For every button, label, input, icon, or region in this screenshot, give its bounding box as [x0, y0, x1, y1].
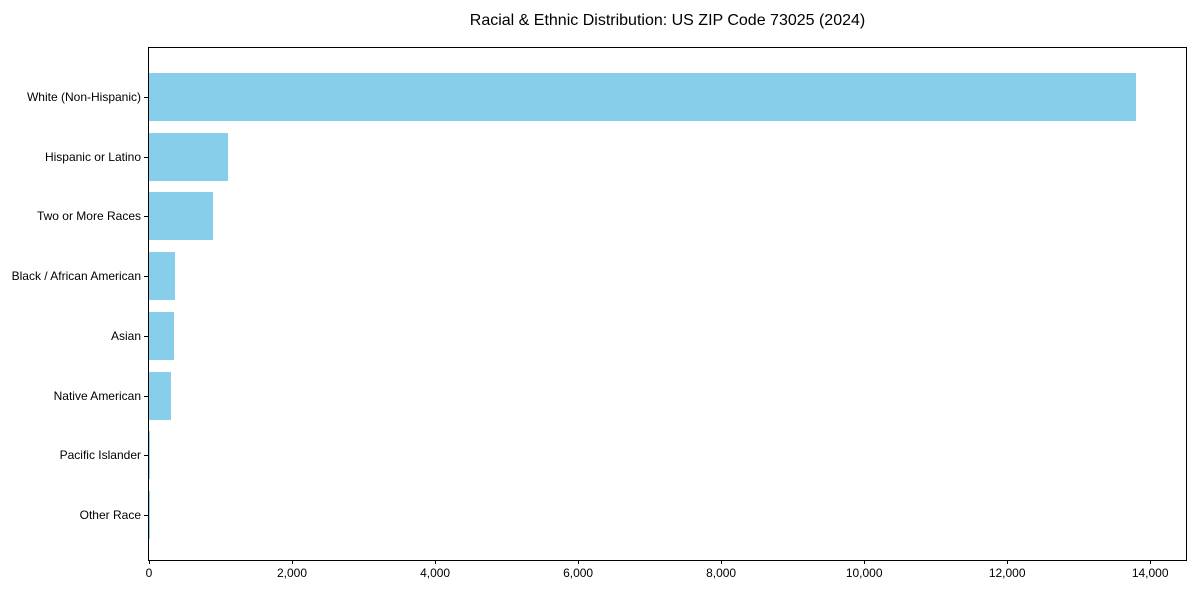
y-tick	[144, 396, 148, 397]
x-tick-label: 2,000	[276, 566, 308, 580]
y-tick	[144, 157, 148, 158]
y-axis-label: Hispanic or Latino	[44, 149, 141, 164]
y-tick	[144, 276, 148, 277]
chart-title: Racial & Ethnic Distribution: US ZIP Cod…	[469, 12, 866, 29]
bar	[149, 311, 175, 360]
plot-area	[148, 47, 1187, 561]
x-tick-label: 14,000	[1131, 566, 1169, 580]
y-tick	[144, 455, 148, 456]
y-axis-label: Two or More Races	[36, 209, 141, 224]
y-axis-label: Black / African American	[11, 269, 141, 284]
bar	[149, 431, 151, 480]
x-tick-label: 10,000	[845, 566, 883, 580]
x-tick	[721, 560, 723, 564]
bar	[149, 252, 175, 301]
bar	[149, 73, 1136, 121]
y-tick	[144, 336, 148, 337]
y-axis-label: Pacific Islander	[59, 448, 141, 463]
x-tick	[292, 560, 293, 564]
x-tick	[1150, 560, 1152, 564]
bar	[149, 132, 228, 181]
x-tick-label: 12,000	[988, 566, 1026, 580]
y-axis-label: White (Non-Hispanic)	[26, 90, 141, 104]
y-tick	[144, 97, 148, 98]
x-tick	[1007, 560, 1009, 564]
x-tick	[864, 560, 866, 564]
y-tick	[144, 216, 148, 217]
y-axis-label: Native American	[53, 388, 141, 403]
x-tick-label: 6,000	[563, 566, 594, 580]
bar	[149, 371, 172, 420]
x-tick	[149, 560, 150, 564]
x-tick-label: 4,000	[420, 566, 451, 580]
x-tick	[578, 560, 580, 564]
x-tick-label: 0	[145, 566, 153, 580]
x-tick	[435, 560, 437, 564]
x-tick-label: 8,000	[706, 566, 737, 580]
y-axis-label: Other Race	[79, 507, 141, 522]
bar	[149, 192, 213, 241]
y-axis-label: Asian	[110, 328, 141, 343]
y-tick	[144, 515, 148, 516]
